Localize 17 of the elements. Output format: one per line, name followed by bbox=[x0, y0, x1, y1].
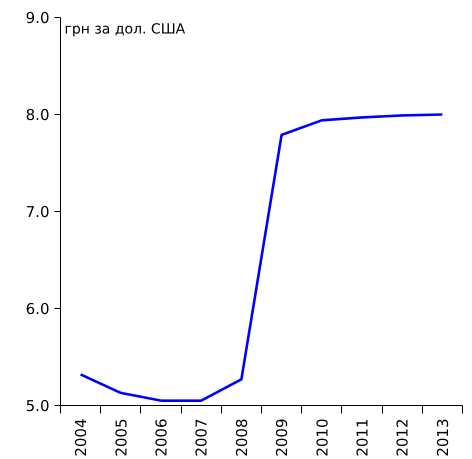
x-tick-label: 2008 bbox=[232, 418, 251, 457]
y-axis-title: грн за дол. США bbox=[64, 22, 186, 38]
x-tick-label: 2005 bbox=[112, 418, 130, 457]
x-tick-label: 2013 bbox=[434, 418, 452, 457]
y-tick-label: 7.0 bbox=[26, 203, 50, 221]
x-tick-label: 2011 bbox=[354, 418, 372, 457]
x-tick-label: 2004 bbox=[72, 418, 90, 457]
x-tick-label: 2006 bbox=[152, 418, 170, 457]
x-tick-label: 2010 bbox=[313, 418, 332, 457]
y-tick-label: 6.0 bbox=[26, 300, 50, 318]
y-tick-label: 8.0 bbox=[26, 106, 50, 124]
line-series bbox=[79, 113, 444, 402]
y-tick-label: 9.0 bbox=[26, 9, 50, 27]
x-tick-label: 2007 bbox=[192, 418, 211, 457]
x-tick-label: 2012 bbox=[394, 418, 412, 457]
y-tick-label: 5.0 bbox=[26, 397, 50, 415]
x-tick-label: 2009 bbox=[273, 418, 292, 457]
